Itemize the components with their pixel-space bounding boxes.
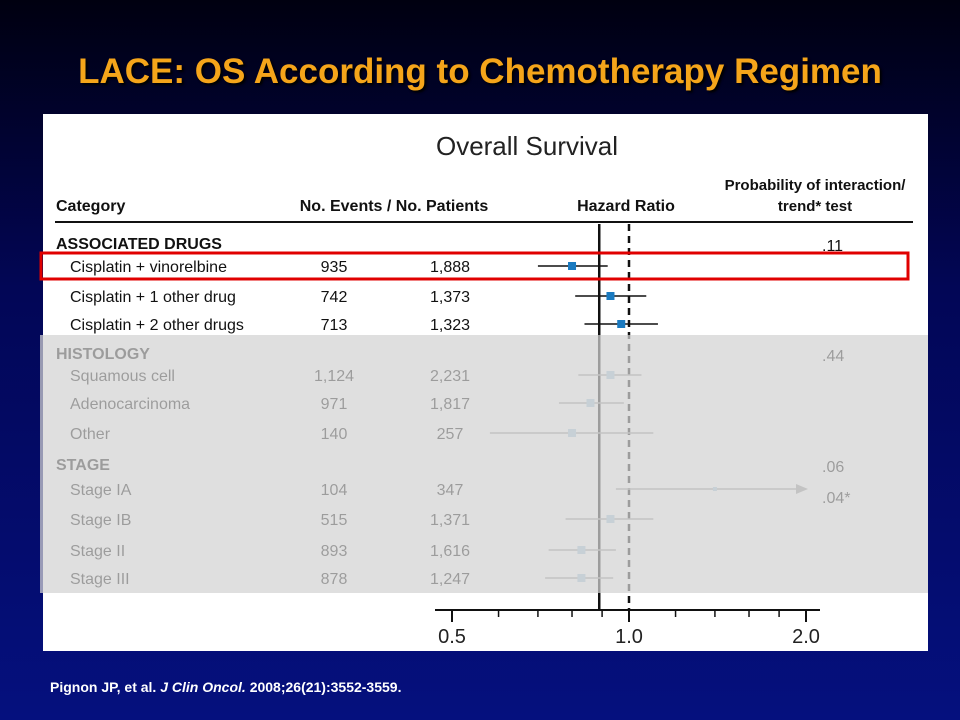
chart-title: Overall Survival (436, 131, 618, 161)
group-label: ASSOCIATED DRUGS (56, 236, 222, 253)
header-hazard-ratio: Hazard Ratio (577, 198, 675, 215)
row-events: 713 (321, 317, 348, 334)
row-patients: 1,323 (430, 317, 470, 334)
citation-ref: 2008;26(21):3552-3559. (249, 679, 402, 695)
hr-marker (606, 292, 615, 300)
row-events: 935 (321, 259, 348, 276)
faded-overlay (40, 335, 928, 593)
highlight-box (39, 251, 910, 281)
row-patients: 1,373 (430, 289, 470, 306)
header-events: No. Events / No. Patients (300, 198, 489, 215)
citation-authors: Pignon JP, et al. (50, 679, 157, 695)
group-p-value: .11 (822, 238, 843, 255)
x-tick-label: 0.5 (438, 626, 466, 648)
header-probability-line2: trend* test (778, 198, 852, 215)
row-patients: 1,888 (430, 259, 470, 276)
row-events: 742 (321, 289, 348, 306)
header-probability-line1: Probability of interaction/ (725, 177, 907, 194)
header-category: Category (56, 198, 125, 215)
slide-title: LACE: OS According to Chemotherapy Regim… (78, 52, 882, 91)
citation-journal: J Clin Oncol. (160, 679, 246, 695)
citation: Pignon JP, et al. J Clin Oncol. 2008;26(… (50, 679, 401, 695)
row-label: Cisplatin + vinorelbine (70, 259, 227, 276)
hr-marker (568, 262, 577, 270)
row-label: Cisplatin + 1 other drug (70, 289, 236, 306)
x-tick-label: 1.0 (615, 626, 643, 648)
x-tick-label: 2.0 (792, 626, 820, 648)
hr-marker (617, 320, 626, 328)
row-label: Cisplatin + 2 other drugs (70, 317, 244, 334)
